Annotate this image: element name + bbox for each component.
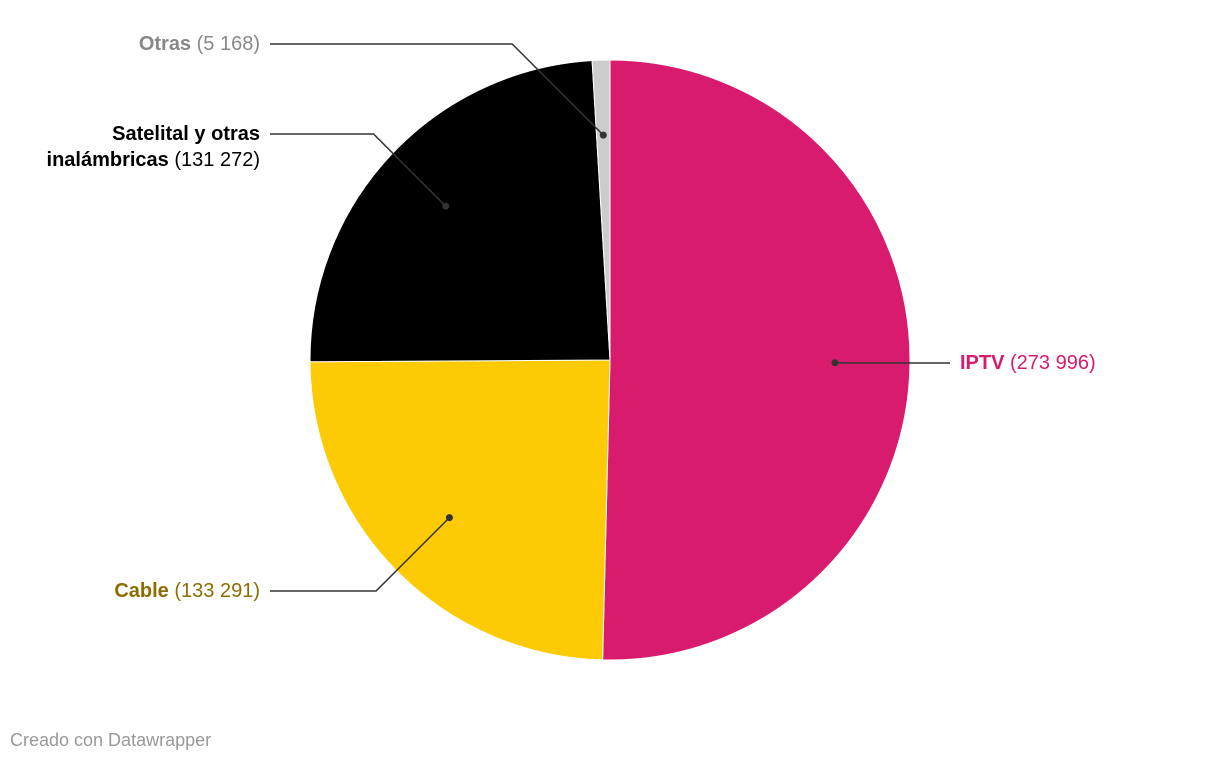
leader-dot: [831, 359, 839, 367]
slice-label: IPTV (273 996): [960, 350, 1096, 376]
label-name: Otras: [138, 33, 192, 55]
footer: Creado con Datawrapper: [10, 730, 212, 750]
label-value: (131 272): [174, 149, 260, 171]
label-value: (273 996): [1010, 352, 1096, 374]
label-name: Satelital y otras inalámbricas: [46, 123, 260, 171]
slice-label: Satelital y otras inalámbricas (131 272): [0, 121, 260, 173]
label-value: (133 291): [174, 580, 260, 602]
pie-slice: [309, 359, 611, 661]
slice-label: Otras (5 168): [0, 31, 260, 57]
leader-line: [270, 517, 450, 592]
label-value: (5 168): [196, 33, 260, 55]
leader-dot: [599, 131, 607, 139]
slice-label: Cable (133 291): [0, 578, 260, 604]
leader-dot: [445, 514, 453, 522]
leader-line: [270, 133, 447, 207]
leader-line: [270, 43, 604, 136]
pie-slice: [602, 59, 911, 661]
label-name: Cable: [114, 580, 169, 602]
leader-dot: [442, 202, 450, 210]
label-name: IPTV: [960, 352, 1005, 374]
pie-slice: [309, 60, 611, 363]
